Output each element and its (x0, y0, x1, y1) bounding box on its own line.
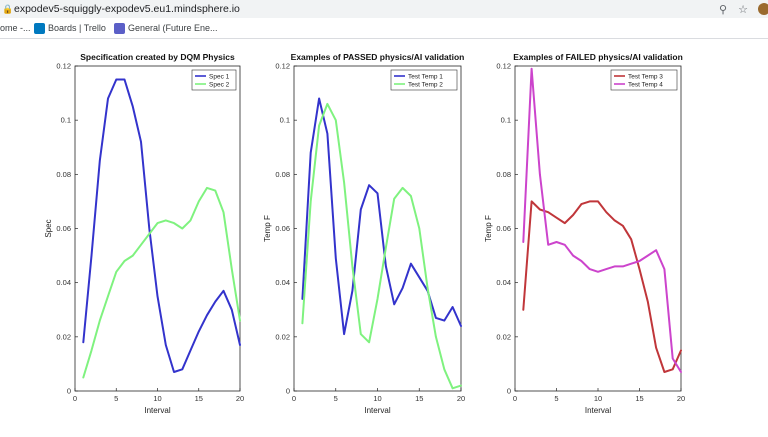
x-tick-label: 5 (554, 394, 558, 403)
chart-2: Examples of PASSED physics/AI validation… (263, 52, 465, 415)
y-tick-label: 0.12 (275, 62, 290, 71)
avatar[interactable] (758, 3, 768, 15)
x-tick-label: 15 (635, 394, 643, 403)
axes-frame (293, 65, 462, 392)
url-text[interactable]: expodev5-squiggly-expodev5.eu1.mindspher… (14, 3, 240, 15)
chart-title: Specification created by DQM Physics (80, 52, 235, 62)
x-tick-label: 10 (373, 394, 381, 403)
x-tick-label: 15 (195, 394, 203, 403)
search-icon[interactable]: ⚲ (718, 3, 728, 16)
star-icon[interactable]: ☆ (738, 3, 748, 16)
series-line-1 (301, 97, 462, 336)
x-tick-label: 20 (236, 394, 244, 403)
x-axis-label: Interval (585, 406, 611, 415)
y-tick-label: 0.02 (496, 332, 511, 341)
y-tick-label: 0.06 (56, 224, 71, 233)
legend-box (610, 69, 678, 91)
y-tick-label: 0.12 (56, 62, 71, 71)
bookmark-trello[interactable]: Boards | Trello (34, 21, 106, 35)
x-tick-label: 0 (513, 394, 517, 403)
y-tick-label: 0.1 (280, 116, 290, 125)
legend-box (191, 69, 237, 91)
teams-icon (114, 22, 125, 34)
legend-label: Test Temp 3 (628, 74, 663, 81)
legend-label: Spec 2 (209, 82, 230, 89)
x-axis-label: Interval (144, 406, 170, 415)
x-axis-label: Interval (364, 406, 390, 415)
y-tick-label: 0.02 (56, 332, 71, 341)
legend-label: Test Temp 2 (408, 82, 443, 89)
chart-title: Examples of FAILED physics/AI validation (513, 52, 683, 62)
y-tick-label: 0.1 (501, 116, 511, 125)
x-tick-label: 15 (415, 394, 423, 403)
x-tick-label: 20 (677, 394, 685, 403)
series-line-2 (522, 67, 682, 373)
y-tick-label: 0.08 (275, 170, 290, 179)
x-tick-label: 10 (153, 394, 161, 403)
y-tick-label: 0 (286, 387, 290, 396)
x-tick-label: 0 (73, 394, 77, 403)
y-tick-label: 0 (67, 387, 71, 396)
lock-icon[interactable]: 🔒 (2, 3, 14, 14)
y-tick-label: 0.08 (56, 170, 71, 179)
y-tick-label: 0 (507, 387, 511, 396)
y-tick-label: 0.04 (275, 278, 290, 287)
y-tick-label: 0.04 (56, 278, 71, 287)
address-bar[interactable]: 🔒 expodev5-squiggly-expodev5.eu1.mindsph… (0, 0, 768, 18)
legend-label: Test Temp 4 (628, 82, 663, 89)
y-axis-label: Temp F (263, 215, 272, 242)
bookmark-home-label: ome -... (0, 23, 31, 33)
bookmark-teams[interactable]: General (Future Ene... (114, 21, 218, 35)
bookmark-teams-label: General (Future Ene... (128, 23, 218, 33)
y-tick-label: 0.04 (496, 278, 511, 287)
y-tick-label: 0.08 (496, 170, 511, 179)
y-axis-label: Temp F (484, 215, 493, 242)
legend-label: Test Temp 1 (408, 74, 443, 81)
series-line-2 (82, 186, 241, 379)
chart-title: Examples of PASSED physics/AI validation (291, 52, 465, 62)
chart-1: Specification created by DQM Physics 0 5 10… (44, 52, 244, 415)
chart-3: Examples of FAILED physics/AI validation… (484, 52, 685, 415)
bookmark-home[interactable]: ome -... (0, 21, 31, 35)
y-tick-label: 0.06 (275, 224, 290, 233)
x-tick-label: 5 (114, 394, 118, 403)
x-tick-label: 10 (594, 394, 602, 403)
axes-frame (74, 65, 241, 392)
series-line-1 (82, 78, 241, 373)
y-axis-label: Spec (44, 219, 53, 237)
y-tick-label: 0.12 (496, 62, 511, 71)
series-line-1 (522, 200, 682, 373)
series-line-2 (301, 102, 462, 390)
x-tick-label: 0 (292, 394, 296, 403)
x-tick-label: 20 (457, 394, 465, 403)
trello-icon (34, 22, 45, 34)
x-tick-label: 5 (334, 394, 338, 403)
bookmarks-bar: ome -... Boards | Trello General (Future… (0, 18, 768, 39)
y-tick-label: 0.06 (496, 224, 511, 233)
legend-box (390, 69, 458, 91)
bookmark-trello-label: Boards | Trello (48, 23, 106, 33)
charts-figure: Specification created by DQM Physics 0 5 10… (44, 52, 685, 415)
legend-label: Spec 1 (209, 74, 230, 81)
page-content: Specification created by DQM Physics 0 5 10… (0, 39, 768, 432)
y-tick-label: 0.02 (275, 332, 290, 341)
y-tick-label: 0.1 (61, 116, 71, 125)
